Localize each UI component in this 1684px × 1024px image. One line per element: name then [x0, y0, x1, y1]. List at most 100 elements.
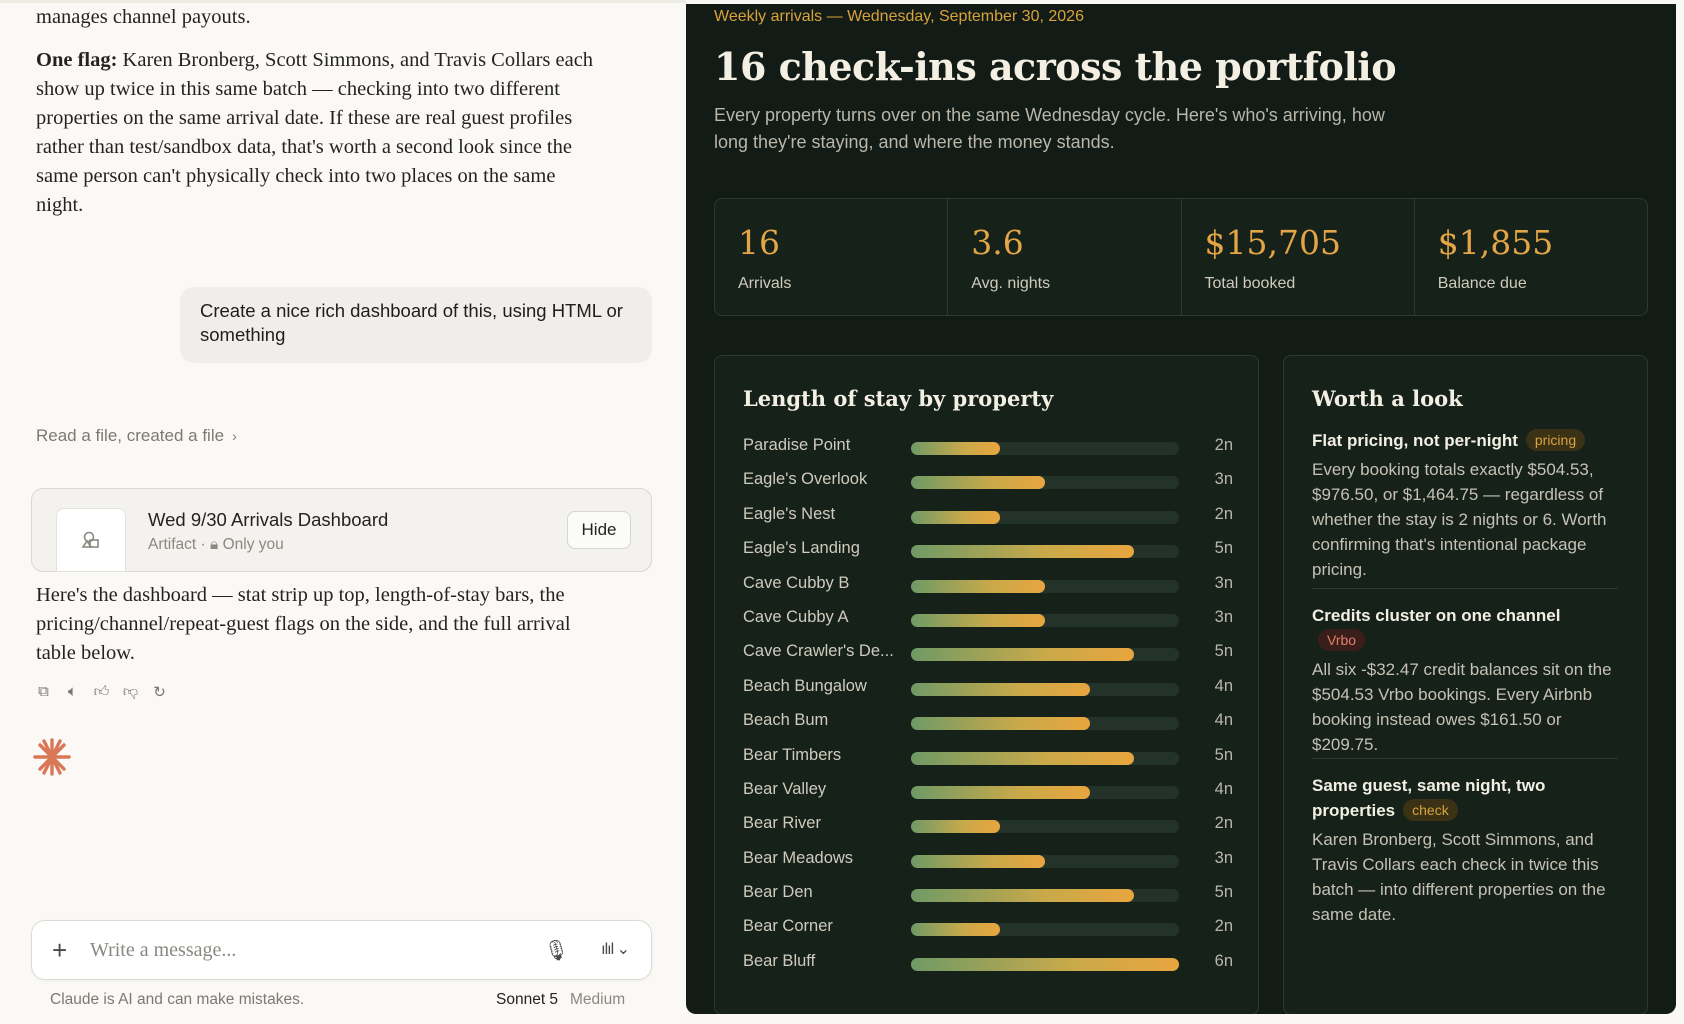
- flag-heading: Same guest, same night, two properties ch…: [1312, 773, 1618, 823]
- stay-row: Eagle's Overlook 3n: [743, 466, 1233, 500]
- stay-bar-track: [911, 682, 1179, 696]
- stay-value-label: 5n: [1214, 539, 1233, 558]
- length-of-stay-card: Length of stay by property Paradise Poin…: [714, 355, 1259, 1014]
- flag-item: Flat pricing, not per-night pricing Every…: [1312, 428, 1618, 596]
- stay-property-label: Bear Corner: [743, 917, 833, 936]
- artifact-type: Artifact: [148, 536, 197, 553]
- stay-bar-track: [911, 442, 1179, 455]
- stay-value-label: 2n: [1214, 917, 1233, 936]
- stay-property-label: Bear Meadows: [743, 848, 854, 867]
- stay-bar: [911, 476, 1045, 490]
- dashboard-eyebrow: Weekly arrivals — Wednesday, September 3…: [714, 8, 1084, 25]
- stay-bar-track: [911, 476, 1179, 490]
- stay-row: Paradise Point 2n: [743, 432, 1233, 466]
- claude-spark-icon: [33, 738, 71, 776]
- user-message: Create a nice rich dashboard of this, us…: [180, 287, 652, 363]
- stay-row: Bear Bluff 6n: [743, 948, 1233, 982]
- stay-bar-track: [911, 510, 1179, 524]
- flag-heading-text: Same guest, same night, two properties: [1312, 776, 1546, 820]
- flag-heading: Flat pricing, not per-night pricing: [1312, 428, 1618, 453]
- stay-bar: [911, 613, 1045, 627]
- tool-summary-label: Read a file, created a file: [36, 426, 225, 445]
- stay-row: Cave Cubby B 3n: [743, 570, 1233, 604]
- flag-lead: One flag:: [36, 49, 118, 71]
- stay-property-label: Eagle's Landing: [743, 539, 860, 558]
- hide-button[interactable]: Hide: [567, 511, 631, 549]
- stay-row: Beach Bum 4n: [743, 707, 1233, 741]
- assistant-paragraph: manages channel payouts.: [36, 6, 251, 28]
- chevron-right-icon: ›: [232, 428, 237, 444]
- stay-bar: [911, 579, 1045, 593]
- stay-value-label: 3n: [1214, 607, 1233, 626]
- flag-item: Same guest, same night, two properties ch…: [1312, 758, 1618, 927]
- stay-bar-track: [911, 820, 1179, 834]
- stay-value-label: 2n: [1214, 504, 1233, 523]
- stay-value-label: 5n: [1214, 745, 1233, 764]
- stay-bar: [911, 785, 1090, 799]
- stay-property-label: Bear Timbers: [743, 745, 842, 764]
- stay-property-label: Bear River: [743, 814, 821, 833]
- stat-label: Arrivals: [738, 275, 792, 292]
- stay-row: Eagle's Landing 5n: [743, 535, 1233, 569]
- stay-bar-track: [911, 854, 1179, 868]
- stay-row: Bear Meadows 3n: [743, 845, 1233, 879]
- stay-property-label: Cave Cubby A: [743, 607, 849, 626]
- artifact-card[interactable]: Wed 9/30 Arrivals Dashboard Artifact · 🔒…: [31, 488, 652, 572]
- stay-row: Bear Den 5n: [743, 879, 1233, 913]
- stay-row: Beach Bungalow 4n: [743, 673, 1233, 707]
- voice-icon[interactable]: ılıl ⌄: [601, 941, 630, 958]
- stay-bar-track: [911, 889, 1179, 903]
- stay-property-label: Bear Bluff: [743, 951, 816, 970]
- stay-bar-track: [911, 923, 1179, 937]
- retry-icon[interactable]: ↻: [153, 684, 166, 701]
- stay-value-label: 3n: [1214, 573, 1233, 592]
- stay-bar-track: [911, 785, 1179, 799]
- stay-bar: [911, 751, 1135, 765]
- stat-value: $15,705: [1204, 223, 1341, 262]
- length-of-stay-chart: Paradise Point 2n Eagle's Overlook 3n Eagle'…: [743, 432, 1233, 982]
- stay-property-label: Cave Cubby B: [743, 573, 850, 592]
- artifact-meta: Artifact · 🔒︎ Only you: [148, 536, 284, 554]
- copy-icon[interactable]: ⧉: [38, 683, 49, 700]
- stay-bar: [911, 682, 1090, 696]
- plus-icon[interactable]: +: [52, 935, 68, 965]
- flag-text: Karen Bronberg, Scott Simmons, and Travi…: [36, 49, 594, 216]
- stay-row: Bear Valley 4n: [743, 776, 1233, 810]
- stay-property-label: Eagle's Overlook: [743, 470, 868, 489]
- stat-balance-due: $1,855 Balance due: [1415, 199, 1647, 315]
- chat-pane: manages channel payouts. One flag: Karen…: [0, 0, 686, 1024]
- stay-property-label: Eagle's Nest: [743, 504, 836, 523]
- stat-label: Balance due: [1437, 275, 1527, 292]
- thumbs-up-icon[interactable]: 👍︎: [93, 683, 110, 700]
- worth-a-look-title: Worth a look: [1312, 386, 1463, 411]
- stat-arrivals: 16 Arrivals: [715, 199, 949, 315]
- stay-bar: [911, 854, 1045, 868]
- message-input[interactable]: [90, 935, 490, 965]
- mic-icon[interactable]: 🎙︎: [543, 940, 569, 962]
- stat-total-booked: $15,705 Total booked: [1182, 199, 1415, 315]
- separator-dot: ·: [200, 536, 211, 553]
- artifact-visibility: Only you: [222, 536, 284, 553]
- stay-row: Bear Corner 2n: [743, 913, 1233, 947]
- stay-row: Eagle's Nest 2n: [743, 501, 1233, 535]
- thumbs-down-icon[interactable]: 👎︎: [122, 683, 139, 700]
- stat-label: Total booked: [1204, 275, 1296, 292]
- stay-value-label: 4n: [1214, 676, 1233, 695]
- stay-row: Bear Timbers 5n: [743, 742, 1233, 776]
- dashboard-artifact: Weekly arrivals — Wednesday, September 3…: [686, 4, 1676, 1014]
- stay-value-label: 6n: [1214, 951, 1233, 970]
- artifact-icon: [56, 508, 126, 572]
- tool-summary[interactable]: Read a file, created a file ›: [36, 426, 237, 446]
- stay-property-label: Paradise Point: [743, 436, 851, 454]
- dashboard-title: 16 check-ins across the portfolio: [714, 44, 1397, 89]
- stay-property-label: Cave Crawler's De...: [743, 642, 894, 661]
- flag-body: All six -$32.47 credit balances sit on t…: [1312, 660, 1612, 754]
- assistant-answer: Here's the dashboard — stat strip up top…: [36, 584, 571, 664]
- stat-value: 16: [738, 223, 780, 262]
- model-selector[interactable]: Sonnet 5: [496, 991, 559, 1008]
- stay-bar-track: [911, 717, 1179, 731]
- speaker-icon[interactable]: 🔈︎: [67, 683, 77, 700]
- stay-value-label: 5n: [1214, 883, 1233, 902]
- mode-selector[interactable]: Medium: [570, 991, 626, 1008]
- stay-value-label: 2n: [1214, 436, 1233, 454]
